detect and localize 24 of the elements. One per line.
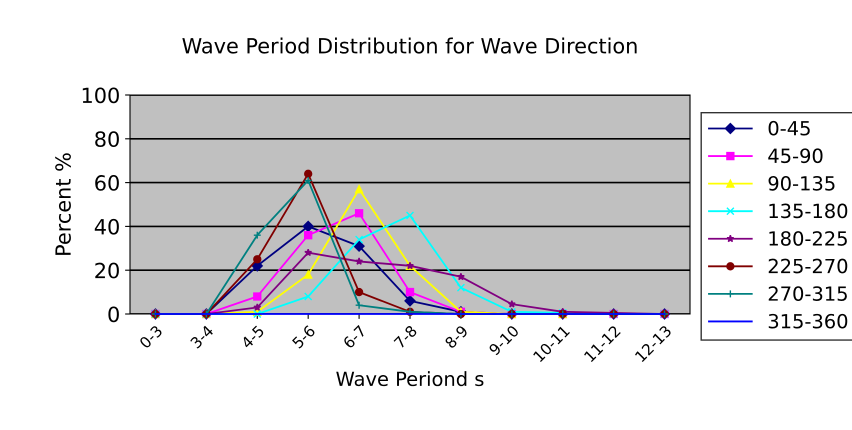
x-tick-label: 8-9: [444, 324, 469, 349]
legend-label: 90-135: [768, 176, 834, 191]
x-tick-label: 3-4: [190, 324, 214, 349]
y-tick-label: 100: [82, 87, 119, 104]
y-axis-title: Percent %: [55, 153, 71, 255]
legend-label: 225-270: [768, 258, 848, 274]
chart-title: Wave Period Distribution for Wave Direction: [182, 38, 637, 54]
legend-label: 135-180: [769, 204, 848, 218]
legend-label: 315-360: [768, 314, 848, 329]
legend-label: 180-225: [769, 231, 847, 246]
x-tick-label: 0-3: [138, 324, 163, 350]
y-tick-label: 20: [95, 262, 119, 278]
legend-label: 270-315: [768, 286, 847, 301]
x-axis-title: Wave Periond s: [336, 371, 484, 386]
y-tick-label: 0: [108, 306, 119, 322]
x-tick-label: 5-6: [292, 324, 316, 349]
y-tick-label: 40: [94, 218, 119, 235]
x-tick-label: 6-7: [342, 324, 367, 349]
legend-label: 0-45: [768, 120, 810, 136]
y-tick-label: 80: [95, 131, 119, 148]
x-tick-label: 7-8: [393, 324, 418, 349]
y-tick-label: 60: [95, 175, 119, 191]
x-tick-label: 4-5: [240, 325, 265, 350]
legend-label: 45-90: [768, 148, 823, 164]
